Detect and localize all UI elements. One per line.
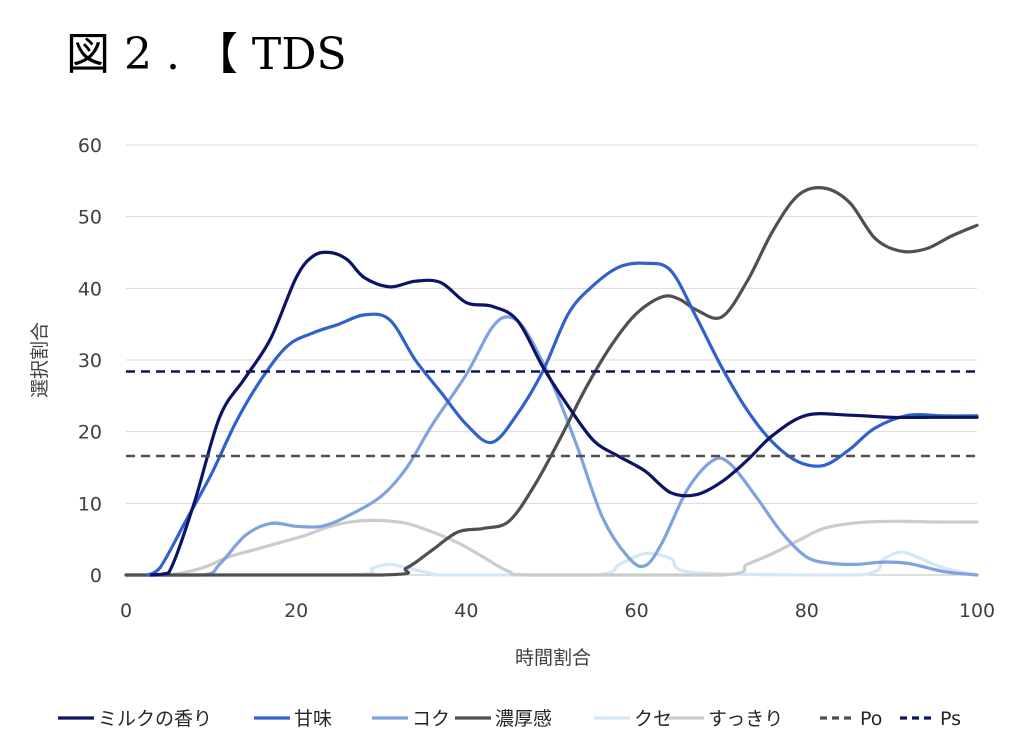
- y-tick-label: 0: [90, 565, 102, 587]
- y-tick-label: 50: [78, 207, 102, 229]
- y-tick-label: 40: [78, 278, 102, 300]
- legend-label: クセ: [634, 708, 672, 730]
- y-tick-label: 30: [78, 350, 102, 372]
- y-tick-label: 10: [78, 493, 102, 515]
- legend-label: Ps: [940, 708, 961, 730]
- x-tick-label: 40: [454, 600, 478, 622]
- series-line-5: [124, 518, 979, 577]
- x-tick-label: 100: [959, 600, 995, 622]
- x-axis-title: 時間割合: [515, 647, 591, 669]
- figure-title: 図 2 . 【 TDS: [66, 29, 347, 80]
- legend-label: 濃厚感: [495, 708, 552, 730]
- x-tick-label: 60: [625, 600, 649, 622]
- legend-label: 甘味: [294, 708, 332, 730]
- series-line-1: [145, 261, 979, 577]
- x-axis-ticks: 0 20 40 60 80 100: [120, 600, 995, 622]
- gridlines: [126, 144, 977, 576]
- series-line-4: [124, 550, 979, 577]
- plot-area: [124, 186, 979, 577]
- x-tick-label: 80: [795, 600, 819, 622]
- series-line-2: [124, 315, 979, 577]
- series-line-0: [149, 250, 979, 577]
- y-axis-ticks: 0 10 20 30 40 50 60: [78, 135, 102, 587]
- y-tick-label: 20: [78, 422, 102, 444]
- x-tick-label: 0: [120, 600, 132, 622]
- series-line-3: [124, 186, 979, 577]
- legend: ミルクの香り 甘味 コク 濃厚感 クセ すっきり Po Ps: [58, 708, 961, 730]
- y-tick-label: 60: [78, 135, 102, 157]
- y-axis-title: 選択割合: [29, 322, 51, 398]
- legend-label: ミルクの香り: [98, 708, 212, 730]
- legend-label: コク: [412, 708, 450, 730]
- legend-label: すっきり: [708, 708, 783, 730]
- legend-label: Po: [860, 708, 882, 730]
- x-tick-label: 20: [284, 600, 308, 622]
